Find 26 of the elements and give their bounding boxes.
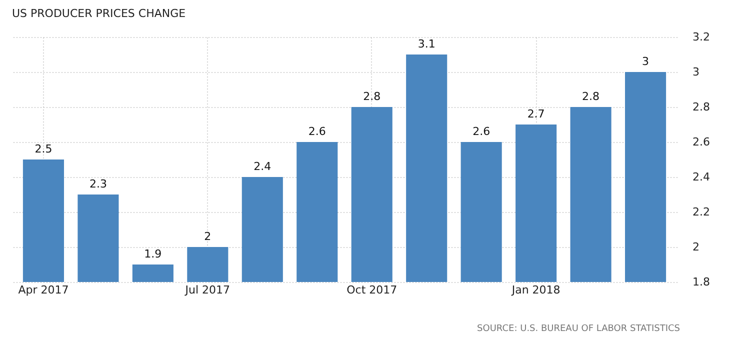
chart-title: US PRODUCER PRICES CHANGE [12, 7, 186, 20]
y-tick-label: 2 [692, 240, 700, 254]
y-tick-label: 3 [692, 66, 700, 78]
data-label: 2 [204, 230, 212, 243]
y-tick-label: 2.6 [692, 136, 710, 148]
data-label: 2.8 [363, 90, 381, 103]
data-label: 2.4 [254, 160, 272, 173]
y-tick-label: 1.8 [692, 276, 710, 288]
x-tick-label: Apr 2017 [18, 284, 69, 296]
data-label: 3 [642, 55, 650, 68]
x-tick-label: Oct 2017 [346, 284, 398, 296]
data-label: 2.7 [527, 108, 545, 120]
data-label: 2.5 [34, 142, 52, 156]
data-label: 1.9 [144, 248, 162, 260]
y-tick-label: 2.8 [692, 100, 710, 114]
data-label: 2.3 [89, 178, 107, 190]
source-note: SOURCE: U.S. BUREAU OF LABOR STATISTICS [477, 324, 680, 334]
data-label: 2.8 [582, 90, 600, 103]
y-tick-label: 3.2 [692, 30, 710, 44]
data-label: 2.6 [308, 125, 326, 138]
y-tick-label: 2.2 [692, 206, 710, 218]
data-label: 2.6 [472, 125, 490, 138]
x-tick-label: Jul 2017 [184, 284, 230, 296]
x-tick-label: Jan 2018 [510, 284, 560, 296]
y-tick-label: 2.4 [692, 170, 710, 184]
data-label: 3.1 [418, 38, 436, 50]
